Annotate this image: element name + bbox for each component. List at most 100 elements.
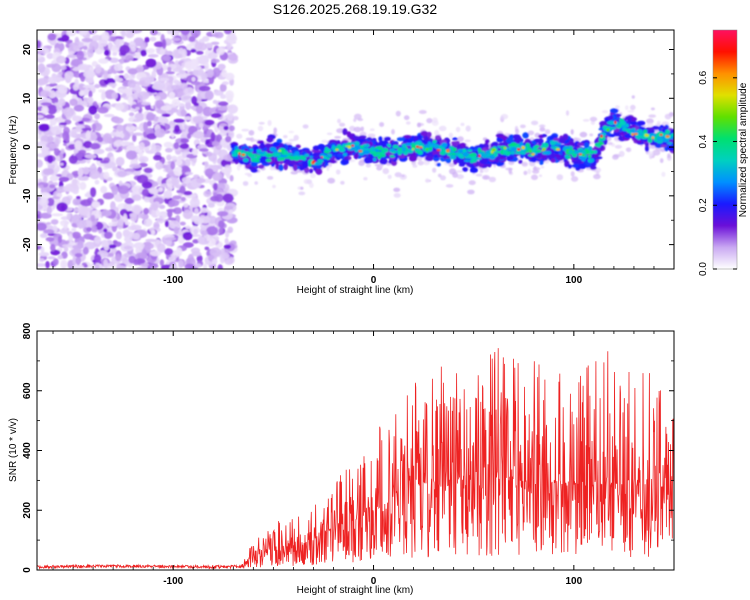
- heatmap-cell: [393, 193, 401, 198]
- heatmap-cell: [292, 164, 298, 172]
- heatmap-cell: [55, 155, 61, 162]
- heatmap-cell: [211, 258, 218, 265]
- heatmap-cell: [488, 176, 496, 183]
- heatmap-cell: [550, 140, 556, 146]
- heatmap-cell: [94, 84, 101, 89]
- heatmap-cell: [223, 244, 232, 250]
- heatmap-cell: [519, 141, 524, 148]
- heatmap-cell: [125, 55, 134, 61]
- heatmap-cell: [541, 151, 549, 155]
- heatmap-cell: [589, 133, 594, 137]
- heatmap-cell: [205, 151, 213, 157]
- heatmap-cell: [379, 122, 385, 127]
- heatmap-cell: [436, 149, 441, 152]
- heatmap-cell: [91, 201, 101, 208]
- heatmap-cell: [436, 162, 441, 167]
- heatmap-cell: [124, 197, 135, 205]
- heatmap-cell: [38, 123, 50, 132]
- heatmap-cell: [418, 146, 423, 149]
- heatmap-cell: [87, 77, 94, 84]
- heatmap-cell: [272, 142, 280, 147]
- heatmap-cell: [37, 222, 47, 231]
- heatmap-cell: [649, 133, 656, 138]
- heatmap-cell: [112, 52, 118, 56]
- heatmap-cell: [122, 93, 127, 98]
- heatmap-cell: [460, 122, 465, 126]
- heatmap-cell: [445, 184, 454, 188]
- heatmap-cell: [288, 138, 296, 142]
- heatmap-cell: [210, 132, 216, 142]
- heatmap-cell: [452, 171, 458, 178]
- heatmap-cell: [63, 246, 69, 253]
- heatmap-cell: [612, 154, 619, 160]
- heatmap-cell: [93, 254, 102, 263]
- heatmap-cell: [101, 31, 110, 42]
- heatmap-cell: [644, 133, 649, 137]
- heatmap-cell: [446, 148, 450, 153]
- heatmap-cell: [196, 177, 206, 184]
- heatmap-cell: [389, 148, 395, 153]
- heatmap-cell: [387, 174, 392, 179]
- heatmap-cell: [64, 71, 74, 80]
- heatmap-cell: [99, 160, 110, 164]
- heatmap-cell: [224, 205, 234, 210]
- heatmap-cell: [102, 133, 113, 143]
- heatmap-cell: [334, 136, 341, 139]
- heatmap-cell: [143, 207, 150, 215]
- heatmap-cell: [171, 37, 181, 42]
- heatmap-cell: [138, 156, 149, 163]
- heatmap-cell: [123, 213, 128, 223]
- heatmap-cell: [593, 174, 601, 180]
- heatmap-cell: [200, 215, 206, 220]
- heatmap-cell: [273, 127, 278, 134]
- snr-x-label: Height of straight line (km): [297, 585, 414, 596]
- heatmap-cell: [193, 228, 198, 235]
- heatmap-cell: [228, 209, 233, 215]
- heatmap-cell: [396, 137, 405, 142]
- heatmap-cell: [469, 167, 478, 174]
- heatmap-cell: [210, 113, 222, 118]
- heatmap-cell: [277, 157, 285, 161]
- heatmap-cell: [103, 171, 110, 180]
- heatmap-cell: [58, 98, 66, 107]
- heatmap-cell: [328, 162, 333, 168]
- heatmap-cell: [391, 129, 395, 135]
- heatmap-cell: [179, 185, 186, 194]
- heatmap-cell: [651, 136, 655, 139]
- heatmap-cell: [140, 101, 151, 106]
- heatmap-cell: [111, 217, 118, 224]
- heatmap-cell: [50, 243, 56, 252]
- heatmap-cell: [565, 110, 570, 116]
- heatmap-cell: [527, 168, 532, 175]
- heatmap-cell: [587, 154, 592, 159]
- heatmap-cell: [458, 163, 466, 167]
- heatmap-cell: [136, 266, 146, 269]
- heatmap-cell: [184, 60, 197, 70]
- heatmap-cell: [340, 180, 345, 185]
- snr-y-axis: 0 200 400 600 800: [22, 322, 674, 573]
- heatmap-cell: [37, 141, 49, 148]
- heatmap-cell: [411, 148, 415, 151]
- heatmap-cell: [197, 236, 206, 244]
- heatmap-cell: [227, 104, 239, 114]
- heatmap-cell: [213, 182, 218, 191]
- heatmap-cell: [190, 48, 197, 53]
- heatmap-cell: [44, 114, 55, 119]
- heatmap-cell: [222, 193, 234, 203]
- heatmap-cell: [283, 150, 288, 155]
- heatmap-cell: [432, 139, 437, 144]
- heatmap-cell: [168, 220, 180, 226]
- heatmap-cell: [117, 170, 128, 178]
- heatmap-cell: [72, 83, 79, 91]
- heatmap-cell: [51, 63, 62, 73]
- heatmap-cell: [403, 115, 410, 121]
- heatmap-cell: [110, 36, 117, 42]
- heatmap-cell: [104, 49, 110, 56]
- heatmap-cell: [159, 259, 165, 267]
- heatmap-cell: [303, 179, 310, 185]
- heatmap-cell: [416, 122, 422, 128]
- heatmap-cell: [633, 132, 638, 136]
- heatmap-cell: [86, 227, 92, 232]
- heatmap-cell: [181, 176, 193, 184]
- heatmap-cell: [195, 105, 203, 114]
